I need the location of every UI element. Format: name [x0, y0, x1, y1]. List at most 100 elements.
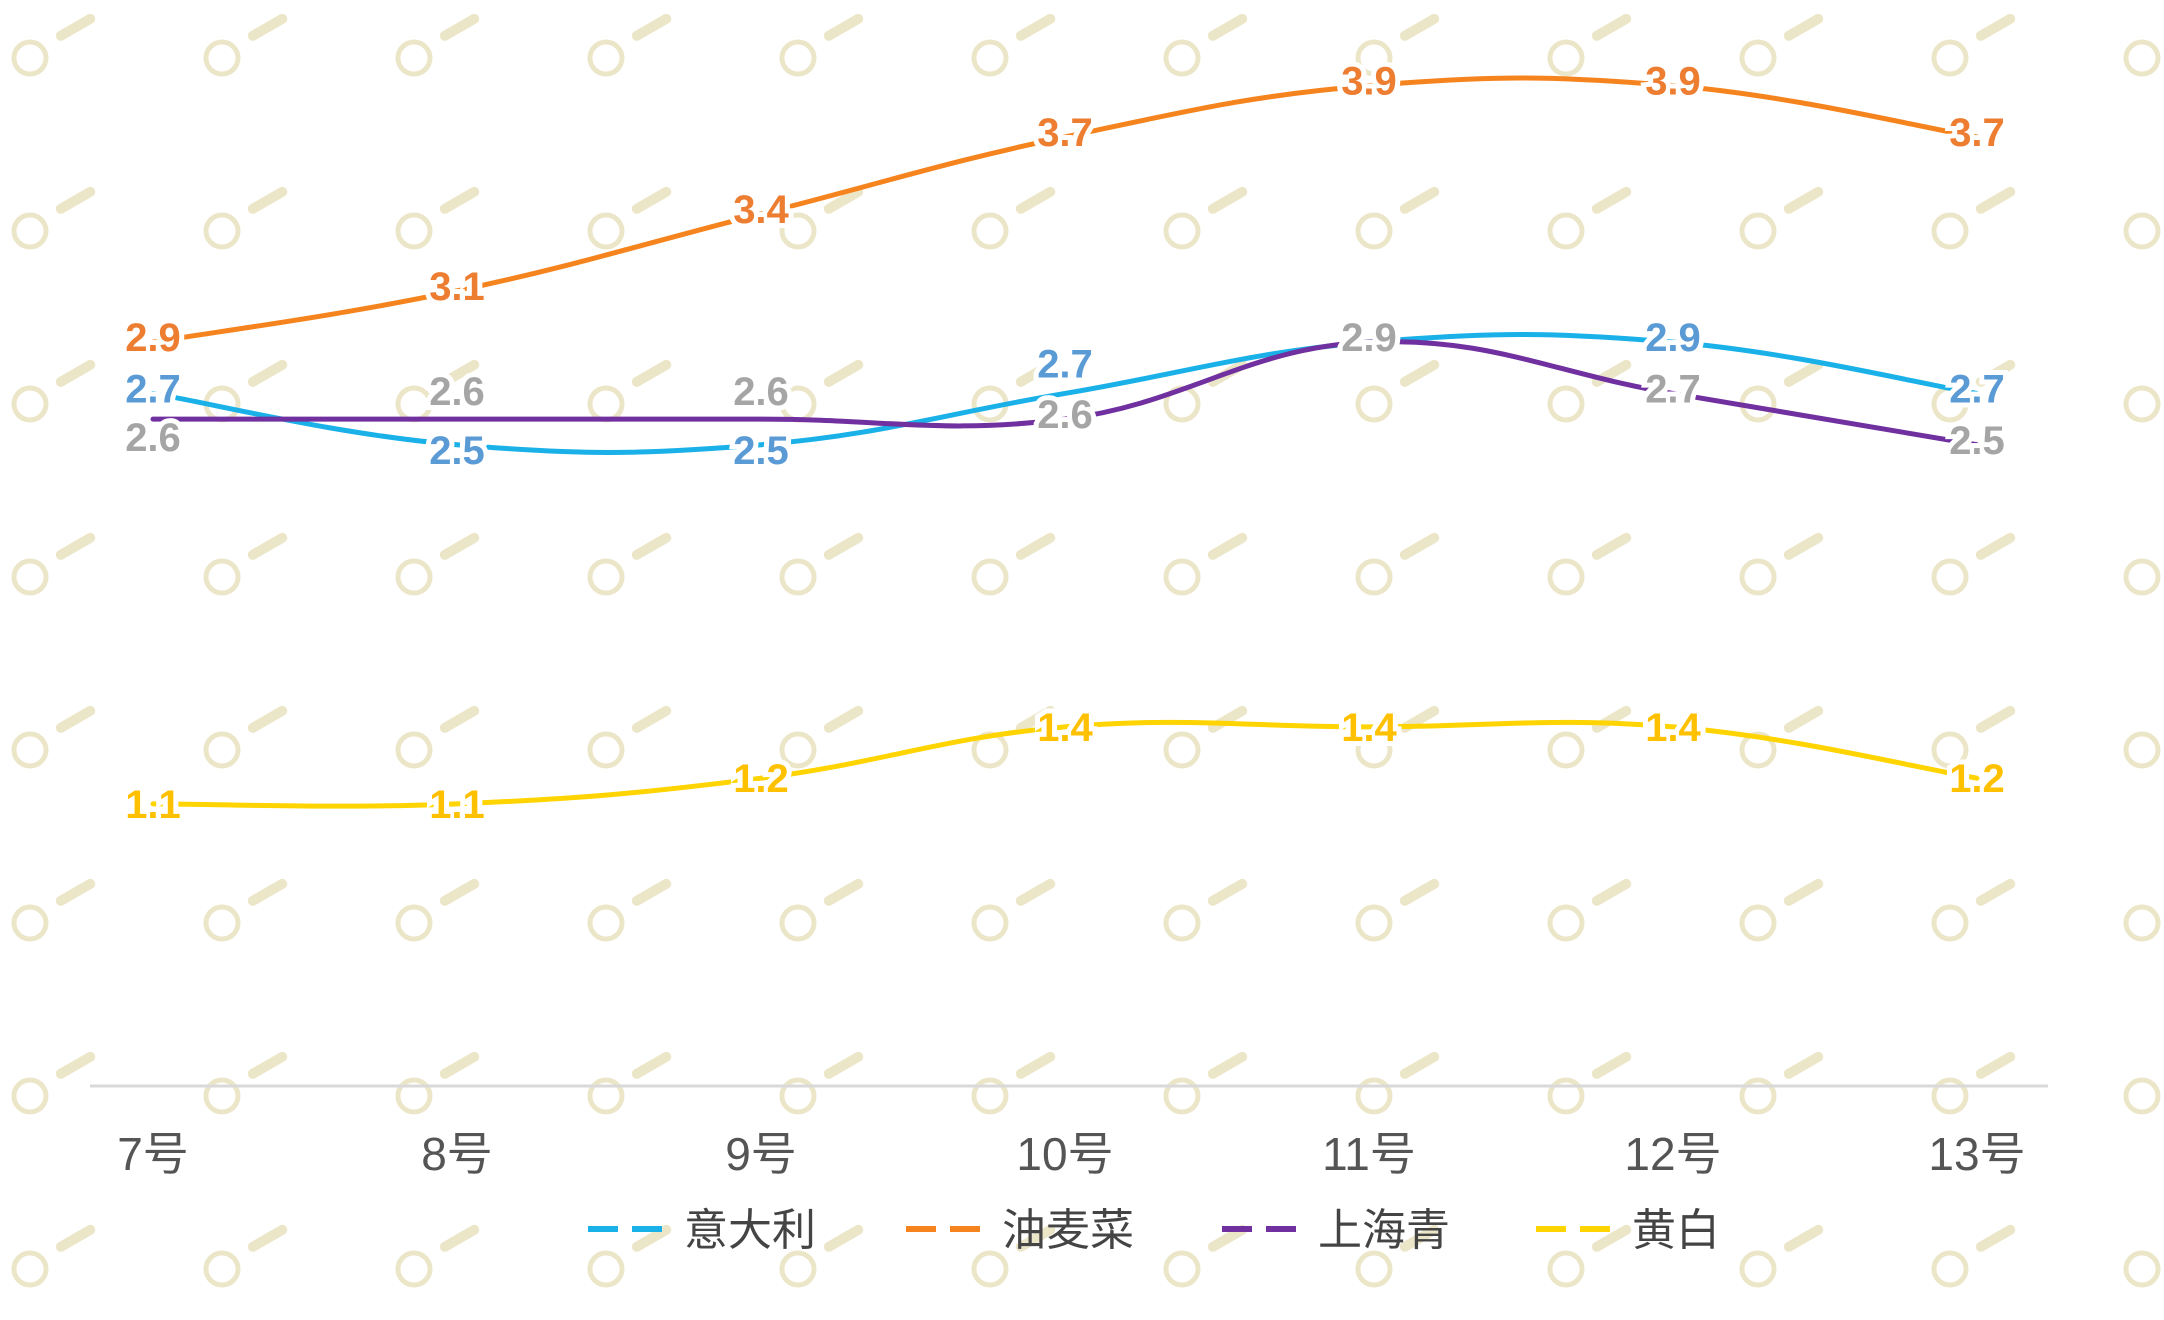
watermark-mark — [1931, 705, 2016, 769]
watermark-mark — [2123, 385, 2161, 423]
watermark-mark — [1739, 532, 1824, 596]
watermark-layer — [11, 13, 2161, 1288]
watermark-mark — [1739, 1051, 1824, 1115]
watermark-mark — [11, 532, 96, 596]
watermark-mark — [587, 532, 672, 596]
x-tick-label: 8号 — [421, 1128, 493, 1180]
watermark-mark — [779, 1051, 864, 1115]
data-label: 2.6 — [1037, 393, 1093, 437]
watermark-mark — [1355, 13, 1440, 77]
watermark-mark — [1355, 1224, 1440, 1288]
watermark-mark — [971, 1224, 1056, 1288]
watermark-mark — [971, 13, 1056, 77]
data-label: 2.7 — [125, 367, 181, 411]
data-label: 2.7 — [1949, 367, 2005, 411]
watermark-mark — [971, 878, 1056, 942]
x-tick-label: 10号 — [1016, 1128, 1113, 1180]
series-line-4 — [150, 719, 1980, 809]
watermark-mark — [1163, 1051, 1248, 1115]
data-label: 2.6 — [125, 416, 181, 460]
watermark-mark — [2123, 39, 2161, 77]
watermark-mark — [1739, 878, 1824, 942]
watermark-mark — [395, 878, 480, 942]
watermark-mark — [11, 186, 96, 250]
watermark-mark — [2123, 212, 2161, 250]
watermark-mark — [395, 13, 480, 77]
watermark-mark — [1739, 186, 1824, 250]
x-tick-label: 12号 — [1624, 1128, 1721, 1180]
watermark-mark — [11, 13, 96, 77]
watermark-mark — [1163, 1224, 1248, 1288]
legend-label: 意大利 — [684, 1205, 816, 1256]
watermark-mark — [11, 878, 96, 942]
legend-item: 上海青 — [1222, 1205, 1450, 1256]
watermark-mark — [1355, 878, 1440, 942]
watermark-mark — [2123, 904, 2161, 942]
series-line-2 — [150, 75, 1980, 345]
watermark-mark — [395, 1224, 480, 1288]
data-label: 2.5 — [429, 429, 485, 473]
watermark-mark — [11, 359, 96, 423]
watermark-mark — [587, 1224, 672, 1288]
watermark-mark — [11, 1051, 96, 1115]
watermark-mark — [779, 878, 864, 942]
watermark-mark — [11, 705, 96, 769]
x-tick-label: 7号 — [117, 1128, 189, 1180]
watermark-mark — [203, 705, 288, 769]
legend-label: 上海青 — [1318, 1205, 1450, 1256]
data-label: 1.1 — [125, 783, 181, 827]
data-label: 1.2 — [1949, 757, 2005, 801]
data-label: 3.1 — [429, 265, 485, 309]
data-label: 3.9 — [1645, 60, 1701, 104]
watermark-mark — [1355, 1051, 1440, 1115]
watermark-mark — [587, 359, 672, 423]
watermark-mark — [1547, 186, 1632, 250]
watermark-mark — [203, 878, 288, 942]
watermark-mark — [1163, 186, 1248, 250]
legend-label: 黄白 — [1632, 1205, 1720, 1256]
watermark-mark — [1931, 1224, 2016, 1288]
watermark-mark — [1739, 705, 1824, 769]
data-label: 1.2 — [733, 757, 789, 801]
watermark-mark — [203, 1224, 288, 1288]
x-tick-label: 13号 — [1928, 1128, 2025, 1180]
watermark-mark — [587, 186, 672, 250]
data-label: 1.4 — [1037, 706, 1093, 750]
watermark-mark — [203, 186, 288, 250]
watermark-mark — [1931, 186, 2016, 250]
watermark-mark — [587, 13, 672, 77]
watermark-mark — [1931, 532, 2016, 596]
watermark-mark — [1931, 13, 2016, 77]
data-labels: 2.7 2.5 2.5 2.7 2.9 2.9 2.7 2.9 3.1 3.4 3.7 3.9 3.9 3… — [120, 55, 2010, 832]
watermark-mark — [2123, 731, 2161, 769]
watermark-mark — [1547, 532, 1632, 596]
watermark-mark — [1931, 1051, 2016, 1115]
data-label: 2.9 — [1645, 316, 1701, 360]
watermark-mark — [395, 1051, 480, 1115]
watermark-mark — [203, 532, 288, 596]
data-label: 2.9 — [1341, 316, 1397, 360]
watermark-mark — [1355, 359, 1440, 423]
legend-item: 油麦菜 — [906, 1205, 1134, 1256]
watermark-mark — [203, 1051, 288, 1115]
watermark-mark — [1547, 705, 1632, 769]
watermark-mark — [1547, 878, 1632, 942]
watermark-mark — [587, 1051, 672, 1115]
watermark-mark — [1163, 705, 1248, 769]
watermark-mark — [1547, 1224, 1632, 1288]
series-line-1 — [150, 331, 1980, 455]
data-label: 2.9 — [125, 316, 181, 360]
watermark-mark — [1931, 878, 2016, 942]
data-label: 2.6 — [429, 370, 485, 414]
x-tick-label: 11号 — [1322, 1128, 1416, 1180]
watermark-mark — [395, 532, 480, 596]
data-label: 3.9 — [1341, 60, 1397, 104]
data-label: 1.4 — [1341, 706, 1397, 750]
watermark-mark — [1163, 878, 1248, 942]
data-label: 2.6 — [733, 370, 789, 414]
watermark-mark — [587, 705, 672, 769]
watermark-mark — [1739, 1224, 1824, 1288]
watermark-mark — [779, 13, 864, 77]
data-label: 3.7 — [1949, 111, 2005, 155]
series-line-3 — [150, 339, 1980, 448]
